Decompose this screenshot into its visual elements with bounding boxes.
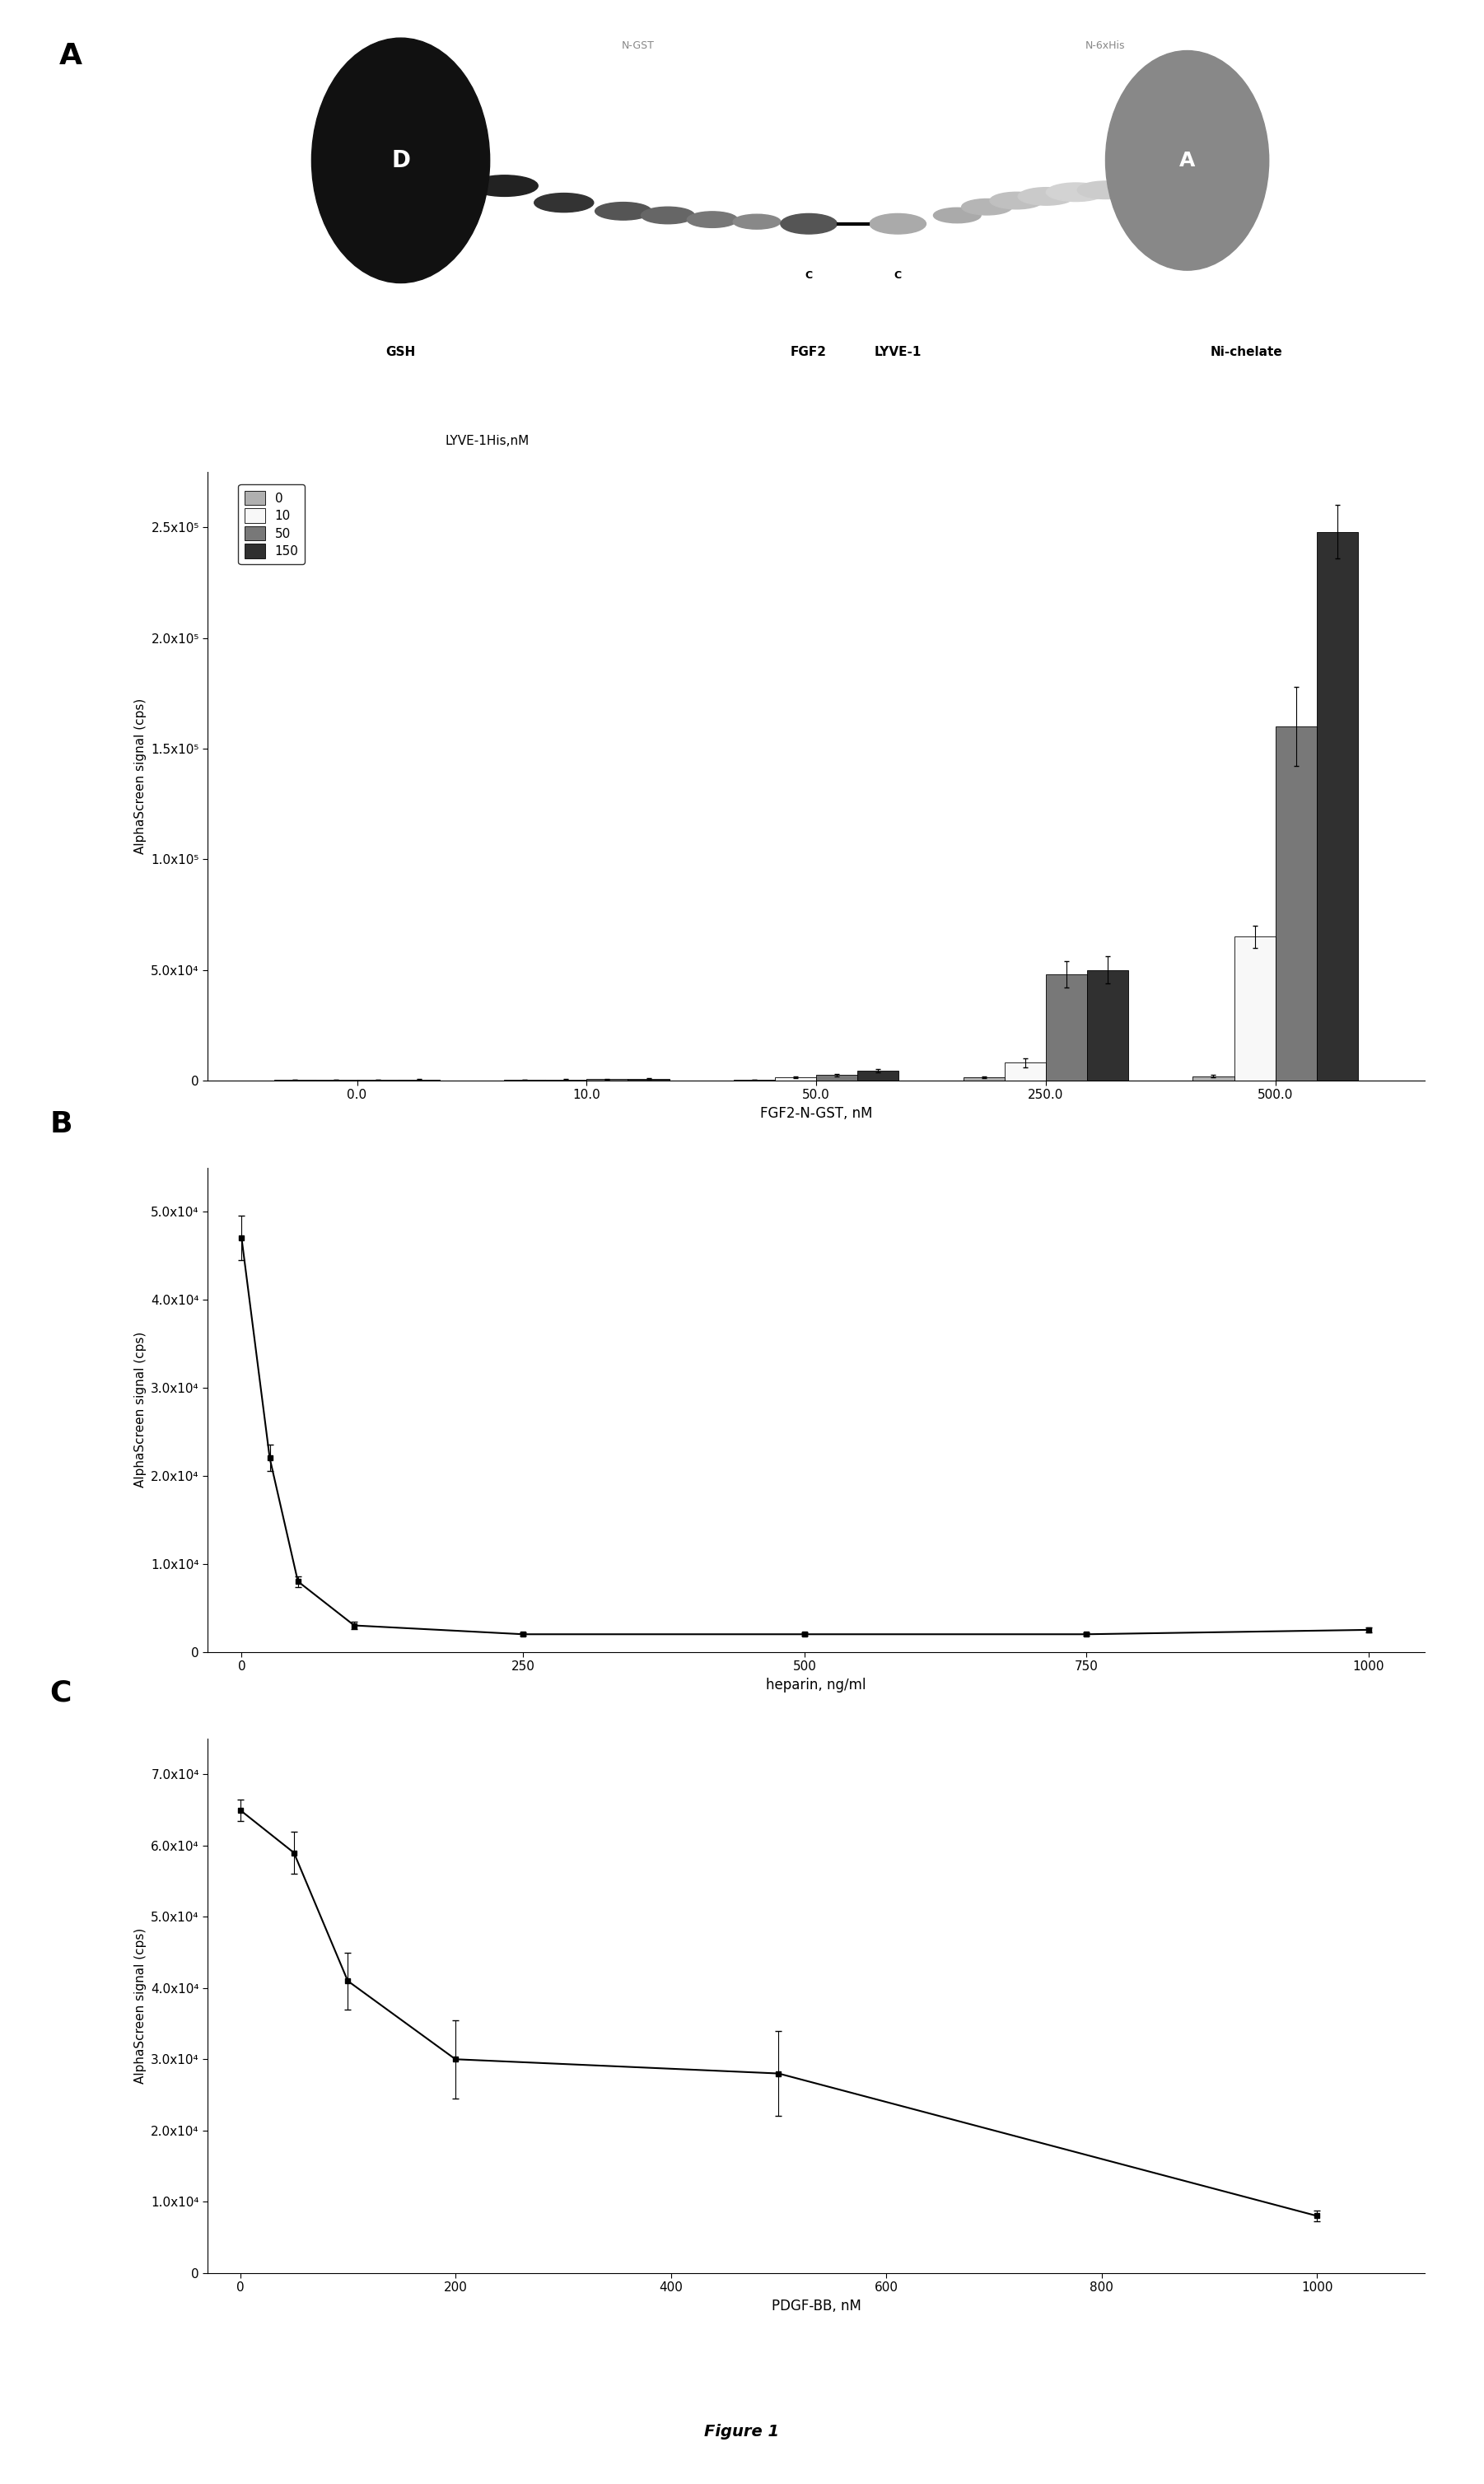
- Bar: [1275, 725, 1316, 1081]
- Ellipse shape: [1018, 186, 1074, 206]
- X-axis label: FGF2-N-GST, nM: FGF2-N-GST, nM: [760, 1105, 873, 1120]
- Text: LYVE-1His,nM: LYVE-1His,nM: [445, 435, 530, 447]
- Text: LYVE-1: LYVE-1: [874, 345, 922, 358]
- Ellipse shape: [472, 176, 539, 196]
- Bar: [858, 1071, 899, 1081]
- Text: FGF2: FGF2: [791, 345, 827, 358]
- Text: C: C: [804, 271, 813, 281]
- Y-axis label: AlphaScreen signal (cps): AlphaScreen signal (cps): [134, 1928, 147, 2084]
- Text: C: C: [49, 1679, 71, 1707]
- Ellipse shape: [1106, 50, 1269, 271]
- Y-axis label: AlphaScreen signal (cps): AlphaScreen signal (cps): [134, 698, 147, 854]
- Ellipse shape: [990, 191, 1043, 209]
- Bar: [963, 1078, 1005, 1081]
- Ellipse shape: [1077, 181, 1134, 199]
- Bar: [1088, 969, 1128, 1081]
- X-axis label: PDGF-BB, nM: PDGF-BB, nM: [772, 2298, 861, 2313]
- Text: GSH: GSH: [386, 345, 416, 358]
- Bar: [1235, 936, 1275, 1081]
- Ellipse shape: [687, 211, 738, 229]
- Ellipse shape: [595, 201, 651, 221]
- Bar: [816, 1076, 858, 1081]
- Ellipse shape: [312, 37, 490, 283]
- Ellipse shape: [933, 209, 981, 224]
- Y-axis label: AlphaScreen signal (cps): AlphaScreen signal (cps): [134, 1331, 147, 1488]
- Text: Ni-chelate: Ni-chelate: [1211, 345, 1282, 358]
- Ellipse shape: [733, 214, 781, 229]
- Ellipse shape: [1113, 179, 1158, 194]
- X-axis label: heparin, ng/ml: heparin, ng/ml: [766, 1677, 867, 1692]
- Text: Figure 1: Figure 1: [705, 2424, 779, 2439]
- Text: N-GST: N-GST: [622, 40, 654, 50]
- Bar: [1316, 532, 1358, 1081]
- Ellipse shape: [534, 194, 594, 211]
- Bar: [1046, 974, 1088, 1081]
- Legend: 0, 10, 50, 150: 0, 10, 50, 150: [239, 484, 304, 564]
- Text: B: B: [49, 1110, 73, 1138]
- Ellipse shape: [641, 206, 695, 224]
- Text: N-6xHis: N-6xHis: [1086, 40, 1125, 50]
- Bar: [775, 1078, 816, 1081]
- Text: C: C: [893, 271, 902, 281]
- Ellipse shape: [781, 214, 837, 233]
- Text: D: D: [392, 149, 410, 171]
- Bar: [1193, 1076, 1235, 1081]
- Text: A: A: [59, 42, 83, 70]
- Ellipse shape: [870, 214, 926, 233]
- Ellipse shape: [962, 199, 1012, 216]
- Text: A: A: [1180, 152, 1195, 171]
- Ellipse shape: [1046, 184, 1106, 201]
- Bar: [1005, 1063, 1046, 1081]
